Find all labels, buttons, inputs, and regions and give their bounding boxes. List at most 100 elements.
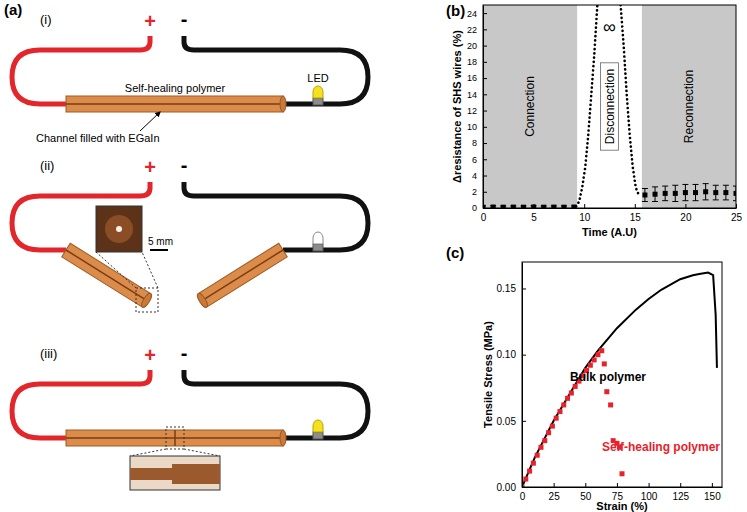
- terminal-minus: -: [181, 154, 188, 176]
- data-point: [546, 430, 551, 435]
- y-axis-tick-label: 2: [472, 187, 477, 197]
- y-axis-title: Tensile Stress (MPa): [482, 321, 494, 428]
- annotation: Self-healing polymer: [125, 82, 226, 94]
- led-bulb: [313, 232, 323, 244]
- y-axis-tick-mark: [522, 487, 526, 488]
- x-axis-tick: 25: [731, 204, 743, 223]
- data-point: [491, 205, 496, 208]
- led-bulb: [313, 86, 323, 98]
- y-axis-tick: 0: [472, 203, 487, 213]
- y-axis-tick: 10: [467, 122, 487, 132]
- y-axis-tick-mark: [483, 143, 487, 144]
- y-axis-line: [522, 263, 523, 488]
- inset-photo: [130, 456, 220, 490]
- y-axis-line: [483, 6, 484, 209]
- polymer-tube: [66, 430, 286, 446]
- y-axis-tick-label: 0.15: [497, 283, 517, 294]
- y-axis-tick-mark: [483, 94, 487, 95]
- y-axis-tick-label: 12: [467, 106, 477, 116]
- y-axis-tick: 8: [472, 138, 487, 148]
- data-point: [683, 190, 688, 195]
- data-point: [599, 348, 604, 353]
- y-axis-tick: 0.10: [497, 349, 526, 360]
- tube-body: [198, 243, 287, 307]
- polymer-tube: [62, 243, 154, 309]
- y-axis-tick: 6: [472, 155, 487, 165]
- inset-healed-tube: [130, 464, 220, 484]
- data-point: [535, 453, 540, 458]
- regions: [483, 5, 736, 208]
- tube-end: [280, 430, 286, 446]
- data-point: [551, 205, 556, 208]
- annotation: ∞: [603, 17, 616, 37]
- y-axis-tick-label: 0: [472, 203, 477, 213]
- data-point: [642, 193, 647, 198]
- zoom-line: [130, 449, 166, 456]
- data-point: [554, 416, 559, 421]
- tube-body: [66, 430, 283, 446]
- error-bar: [713, 185, 719, 200]
- x-axis-tick: 50: [580, 483, 592, 502]
- x-axis-tick-label: 0: [520, 491, 526, 502]
- error-bar: [652, 187, 658, 202]
- x-axis-tick: 15: [630, 204, 642, 223]
- y-axis-tick-label: 6: [472, 155, 477, 165]
- tube-end: [196, 292, 210, 309]
- x-axis-line: [523, 487, 723, 488]
- data-point: [561, 402, 566, 407]
- y-axis-tick: 22: [467, 25, 487, 35]
- polymer-tube: [196, 243, 288, 309]
- data-point: [573, 384, 578, 389]
- x-axis-title: Strain (%): [596, 500, 648, 512]
- data-point: [604, 389, 609, 394]
- liquid-metal-channel: [66, 250, 147, 300]
- y-axis-tick: 16: [467, 73, 487, 83]
- x-axis-tick-mark: [554, 483, 555, 487]
- tube-body: [62, 243, 151, 307]
- chart: 02550751001251500.000.050.100.15Bulk pol…: [446, 244, 723, 512]
- data-point: [523, 477, 528, 482]
- data-point: [703, 189, 708, 194]
- data-line: [576, 5, 639, 206]
- y-axis-tick-mark: [483, 62, 487, 63]
- tube-end: [140, 292, 154, 309]
- terminal-minus: -: [181, 8, 188, 30]
- annotation: Channel filled with EGaIn: [36, 132, 160, 144]
- terminal-minus: -: [181, 342, 188, 364]
- plot-frame: [483, 5, 736, 208]
- data-point: [527, 469, 532, 474]
- annotation-arrow: [140, 112, 160, 131]
- x-axis-tick-label: 50: [580, 491, 592, 502]
- x-axis-tick: 10: [579, 204, 591, 223]
- y-axis-tick: 4: [472, 171, 487, 181]
- positive-wire: [12, 370, 150, 438]
- x-axis-tick-mark: [685, 204, 686, 208]
- inset-cross-section: [105, 215, 133, 243]
- data-point: [531, 461, 536, 466]
- data-point: [602, 361, 607, 366]
- data-point: [663, 191, 668, 196]
- y-axis-tick-mark: [483, 29, 487, 30]
- y-axis-tick-label: 0.05: [497, 416, 517, 427]
- x-axis-tick-label: 150: [704, 491, 721, 502]
- annotation-box: [601, 63, 619, 150]
- led-base: [313, 244, 323, 251]
- y-axis-tick: 14: [467, 90, 487, 100]
- y-axis-tick-label: 20: [467, 41, 477, 51]
- y-axis-tick-label: 18: [467, 57, 477, 67]
- x-axis-tick-label: 25: [731, 212, 743, 223]
- annotation: Disconnection: [603, 69, 617, 144]
- y-axis-tick-label: 0.10: [497, 349, 517, 360]
- figure: (a)(i)+-Self-healing polymerChannel fill…: [0, 0, 747, 512]
- x-axis-tick-label: 5: [531, 212, 537, 223]
- subpanel-label: (ii): [40, 158, 54, 173]
- zoom-box: [166, 427, 184, 449]
- subpanel: (ii)+-5 mm: [12, 154, 368, 312]
- x-axis-tick-mark: [712, 483, 713, 487]
- x-axis-tick: 5: [531, 204, 537, 223]
- panel-label: (b): [446, 2, 465, 19]
- data-point: [565, 396, 570, 401]
- y-axis-tick-mark: [483, 13, 487, 14]
- inset-channel: [116, 226, 122, 232]
- tube-body: [66, 96, 283, 112]
